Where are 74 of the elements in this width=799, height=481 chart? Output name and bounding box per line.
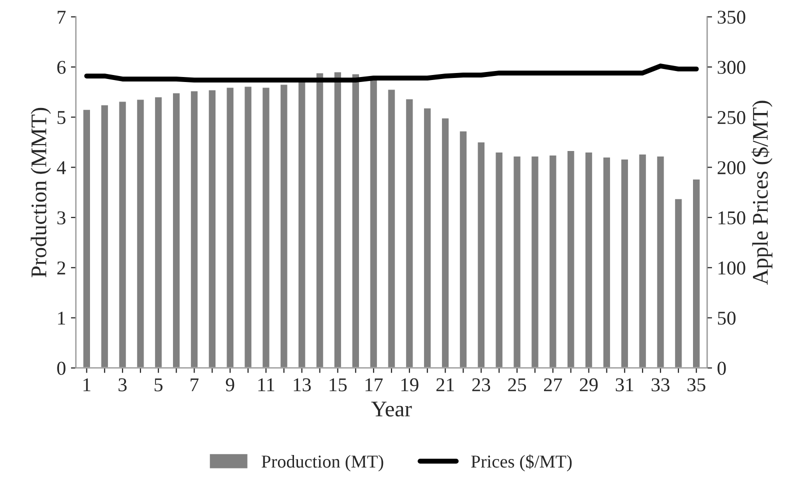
bar	[584, 151, 594, 368]
x-tick-label: 1	[84, 378, 90, 392]
x-tick-label: 29	[580, 378, 598, 392]
x-tick-label: 35	[688, 378, 706, 392]
bar	[82, 108, 92, 368]
bar	[566, 150, 576, 368]
x-tick-label: 31	[616, 378, 634, 392]
y-tick-label: 3	[57, 211, 66, 224]
x-tick-label: 7	[190, 378, 199, 392]
y-tick-label: 1	[58, 312, 66, 325]
bar	[674, 198, 684, 368]
x-tick-label: 21	[436, 378, 454, 392]
x-tick-label: 11	[258, 378, 274, 392]
line-series	[84, 64, 699, 82]
bar	[136, 98, 146, 368]
bar	[350, 72, 360, 368]
y2-tick-label: 200	[718, 161, 746, 174]
bar	[656, 155, 666, 368]
bar	[494, 151, 504, 368]
bar	[315, 72, 325, 368]
y-tick-label: 5	[58, 111, 66, 124]
y2-tick-label: 50	[718, 312, 736, 325]
bar	[440, 116, 450, 368]
y2-tick-label: 150	[718, 211, 746, 224]
x-tick-label: 19	[401, 378, 418, 392]
bar	[620, 158, 630, 368]
y2-tick-label: 100	[718, 261, 746, 275]
y-tick-label: 6	[57, 60, 66, 74]
y-tick-label: 7	[58, 10, 66, 24]
bar	[297, 80, 307, 368]
y2-tick-label: 0	[718, 362, 726, 375]
bar	[386, 88, 396, 368]
y2-axis-title: Apple Prices ($/MT)	[752, 100, 772, 285]
x-tick-label: 13	[294, 378, 311, 392]
x-tick-label: 27	[544, 378, 562, 392]
legend-label: Production (MT)	[262, 454, 384, 472]
y-axis-title: Production (MMT)	[30, 108, 51, 278]
x-tick-label: 5	[154, 378, 162, 392]
bar	[638, 153, 648, 368]
bar	[458, 130, 468, 368]
bar	[279, 83, 289, 368]
y-tick-label: 4	[56, 161, 66, 174]
bar	[154, 96, 164, 368]
bar	[190, 90, 199, 368]
bar	[548, 154, 558, 368]
y-tick-label: 2	[57, 262, 66, 274]
y-tick-label: 0	[57, 362, 66, 375]
bar	[243, 85, 253, 368]
bar	[530, 155, 540, 368]
y2-tick-label: 350	[718, 10, 746, 24]
bar	[602, 156, 612, 368]
x-tick-label: 3	[118, 378, 127, 392]
x-tick-label: 33	[652, 378, 670, 392]
x-tick-label: 17	[366, 378, 383, 392]
bar	[512, 155, 522, 368]
bar	[225, 86, 235, 368]
x-tick-label: 9	[226, 378, 234, 392]
x-tick-label: 25	[508, 378, 526, 392]
y2-tick-label: 300	[718, 60, 746, 74]
bar	[404, 98, 414, 368]
x-axis-title: Year	[371, 402, 412, 417]
bar	[172, 92, 182, 368]
bar	[100, 104, 110, 368]
bar	[692, 178, 702, 368]
bar	[332, 70, 342, 368]
legend-label: Prices ($/MT)	[471, 454, 572, 472]
bar	[118, 100, 128, 368]
bar	[261, 86, 271, 368]
x-tick-label: 23	[472, 378, 490, 392]
x-tick-label: 15	[330, 378, 347, 392]
bar	[422, 106, 432, 368]
bar	[476, 141, 486, 368]
bar	[207, 88, 217, 368]
y2-tick-label: 250	[718, 110, 746, 124]
